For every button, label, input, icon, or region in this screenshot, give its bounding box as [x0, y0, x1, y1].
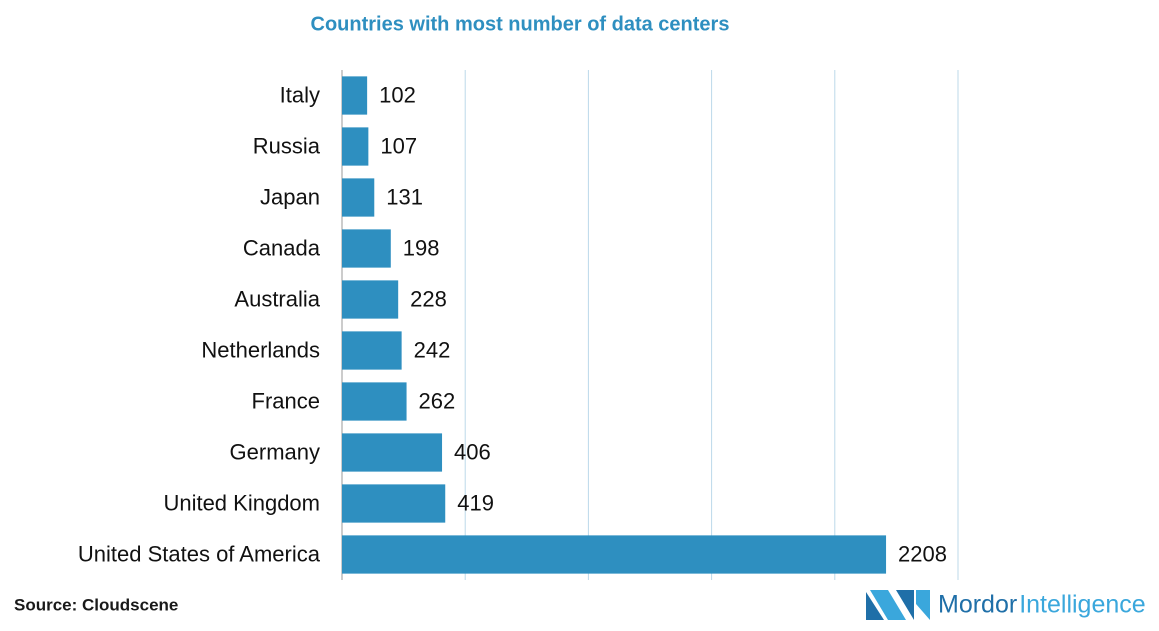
y-tick-label: Italy — [280, 82, 320, 107]
value-label: 2208 — [898, 541, 947, 566]
y-tick-label: Germany — [230, 439, 320, 464]
y-tick-label: United Kingdom — [163, 490, 320, 515]
bar — [342, 331, 402, 370]
logo-shape — [916, 590, 930, 620]
value-label: 406 — [454, 439, 491, 464]
bar — [342, 127, 369, 166]
y-tick-label: United States of America — [78, 541, 321, 566]
logo-shape — [896, 590, 914, 620]
value-label: 419 — [457, 490, 494, 515]
value-label: 242 — [414, 337, 451, 362]
y-tick-label: Canada — [243, 235, 321, 260]
y-tick-label: Japan — [260, 184, 320, 209]
bar — [342, 382, 407, 421]
value-label: 228 — [410, 286, 447, 311]
value-label: 262 — [419, 388, 456, 413]
bar — [342, 280, 399, 319]
bar — [342, 535, 887, 574]
brand-name: Mordor — [938, 591, 1017, 619]
y-tick-label: France — [252, 388, 320, 413]
bar — [342, 178, 375, 217]
value-label: 102 — [379, 82, 416, 107]
source-note: Source: Cloudscene — [14, 595, 178, 614]
y-tick-label: Russia — [253, 133, 321, 158]
logo-shape — [866, 592, 884, 620]
bar — [342, 229, 391, 268]
bar — [342, 76, 368, 115]
chart-title: Countries with most number of data cente… — [311, 13, 730, 35]
value-label: 198 — [403, 235, 440, 260]
value-label: 107 — [380, 133, 417, 158]
y-tick-label: Netherlands — [201, 337, 320, 362]
value-label: 131 — [386, 184, 423, 209]
brand-name: Intelligence — [1019, 591, 1145, 619]
brand-logo: Mordor Intelligence — [866, 590, 1146, 620]
bar — [342, 433, 443, 472]
bar — [342, 484, 446, 523]
logo-shape — [870, 590, 906, 620]
y-tick-label: Australia — [234, 286, 320, 311]
